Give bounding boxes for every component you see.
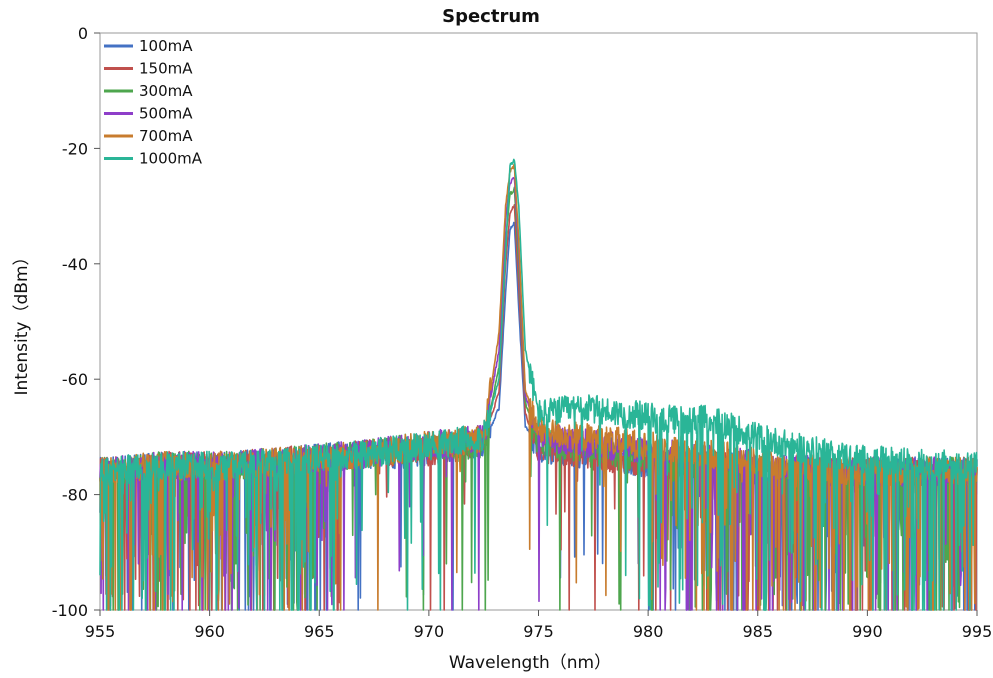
legend-label: 300mA xyxy=(139,82,193,100)
y-tick-label: -40 xyxy=(62,255,88,274)
y-axis-ticks: 0 -20 -40 -60 -80 -100 xyxy=(52,24,100,620)
legend-label: 700mA xyxy=(139,127,193,145)
y-tick-label: -20 xyxy=(62,139,88,158)
y-tick-label: -60 xyxy=(62,370,88,389)
x-tick-label: 960 xyxy=(194,622,225,641)
y-tick-label: -80 xyxy=(62,486,88,505)
legend-label: 1000mA xyxy=(139,150,203,168)
legend-label: 500mA xyxy=(139,105,193,123)
x-tick-label: 970 xyxy=(414,622,445,641)
y-axis-title: Intensity（dBm） xyxy=(12,248,32,395)
x-tick-label: 980 xyxy=(633,622,664,641)
x-tick-label: 995 xyxy=(962,622,993,641)
x-tick-label: 955 xyxy=(85,622,116,641)
legend-label: 150mA xyxy=(139,60,193,78)
x-tick-label: 990 xyxy=(852,622,883,641)
legend: 100mA 150mA 300mA 500mA 700mA 1000mA xyxy=(104,37,203,168)
legend-label: 100mA xyxy=(139,37,193,55)
chart-title: Spectrum xyxy=(442,6,540,27)
y-tick-label: 0 xyxy=(78,24,88,43)
series-line-1000mA xyxy=(99,158,978,611)
series-lines xyxy=(99,158,978,611)
x-axis-title: Wavelength（nm） xyxy=(449,653,611,673)
y-tick-label: -100 xyxy=(52,601,88,620)
x-axis-ticks: 955 960 965 970 975 980 985 990 995 xyxy=(85,610,993,641)
x-tick-label: 975 xyxy=(523,622,554,641)
x-tick-label: 965 xyxy=(304,622,335,641)
x-tick-label: 985 xyxy=(742,622,773,641)
